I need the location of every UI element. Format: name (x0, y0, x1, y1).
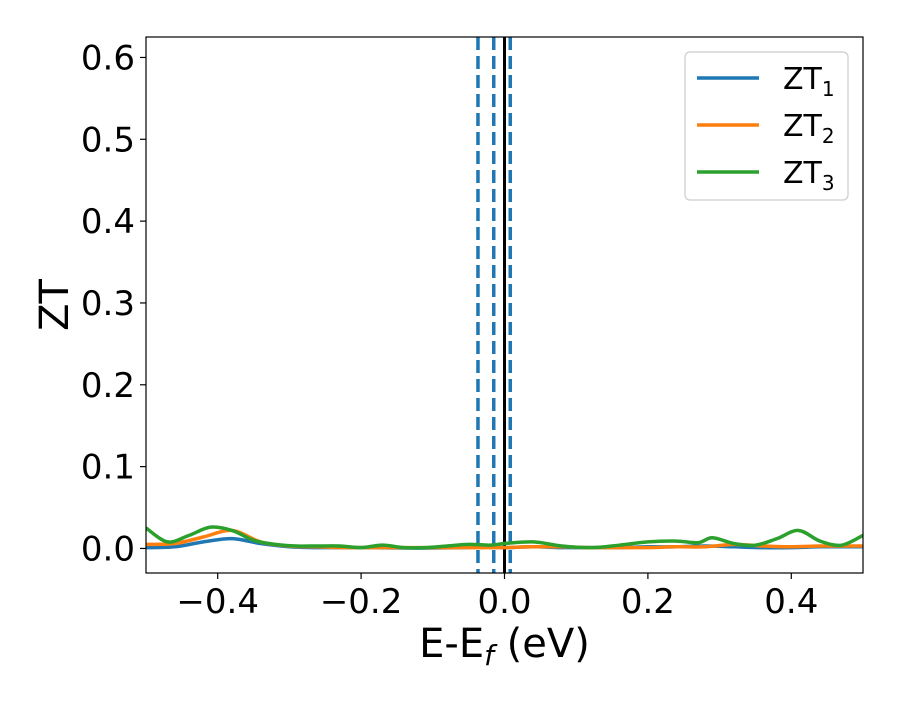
y-tick-label: 0.0 (81, 529, 135, 569)
y-tick-label: 0.3 (81, 284, 135, 324)
y-tick-label: 0.5 (81, 120, 135, 160)
x-axis-label: E-Ef (eV) (419, 621, 590, 672)
y-tick-label: 0.4 (81, 202, 135, 242)
y-tick-label: 0.1 (81, 448, 135, 488)
x-tick-label: 0.2 (621, 582, 675, 622)
legend-label-zt3: ZT3 (783, 156, 835, 195)
x-tick-label: 0.0 (477, 582, 531, 622)
legend-label-zt2: ZT2 (783, 109, 835, 148)
x-tick-label: 0.4 (764, 582, 818, 622)
legend-box (684, 51, 849, 201)
y-tick-label: 0.2 (81, 366, 135, 406)
y-axis-label: ZT (32, 279, 78, 331)
x-tick-label: −0.4 (176, 582, 259, 622)
legend-label-zt1: ZT1 (783, 62, 835, 101)
x-tick-label: −0.2 (320, 582, 403, 622)
y-tick-label: 0.6 (81, 38, 135, 78)
series-line-zt3 (146, 525, 863, 550)
